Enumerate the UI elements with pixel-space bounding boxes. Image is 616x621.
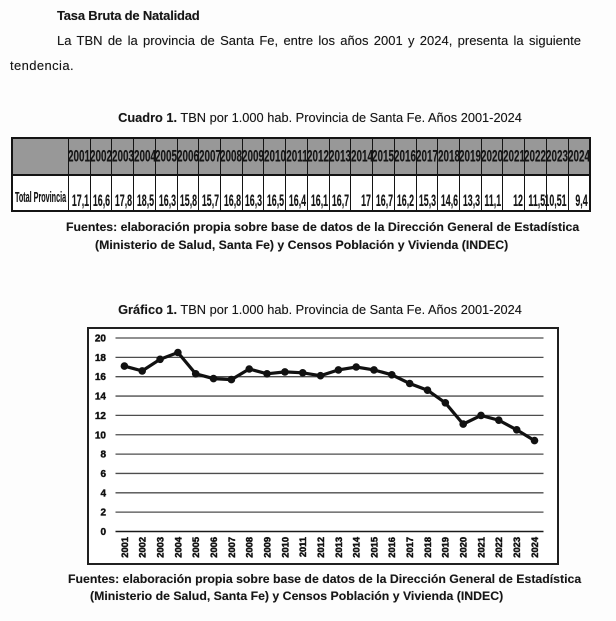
svg-text:20: 20 [95, 334, 107, 345]
svg-text:2015: 2015 [369, 537, 379, 558]
svg-text:16: 16 [95, 372, 107, 383]
svg-text:10: 10 [95, 430, 107, 441]
svg-text:2010: 2010 [280, 537, 290, 558]
svg-text:2012: 2012 [316, 537, 326, 558]
svg-text:2021: 2021 [476, 537, 486, 558]
svg-text:2002: 2002 [138, 537, 148, 558]
svg-text:2013: 2013 [334, 537, 344, 558]
svg-text:2004: 2004 [173, 536, 183, 558]
svg-text:2005: 2005 [191, 537, 201, 558]
svg-text:12: 12 [95, 411, 107, 422]
svg-text:2016: 2016 [387, 537, 397, 558]
svg-text:2020: 2020 [459, 537, 469, 558]
svg-text:4: 4 [100, 488, 106, 499]
svg-text:14: 14 [95, 392, 107, 403]
svg-text:8: 8 [100, 450, 106, 461]
svg-text:2007: 2007 [227, 537, 237, 558]
svg-text:2009: 2009 [262, 537, 272, 558]
svg-text:2008: 2008 [245, 537, 255, 558]
svg-text:2: 2 [100, 508, 106, 519]
svg-text:2024: 2024 [530, 536, 540, 558]
svg-text:2023: 2023 [512, 537, 522, 558]
svg-text:2003: 2003 [156, 537, 166, 558]
svg-text:2001: 2001 [120, 537, 130, 558]
svg-text:2019: 2019 [441, 537, 451, 558]
svg-text:18: 18 [95, 353, 107, 364]
svg-text:2006: 2006 [209, 537, 219, 558]
svg-text:2017: 2017 [405, 537, 415, 558]
svg-text:2014: 2014 [352, 536, 362, 558]
svg-text:2011: 2011 [298, 537, 308, 557]
svg-text:0: 0 [100, 527, 106, 538]
svg-text:2018: 2018 [423, 537, 433, 558]
svg-text:2022: 2022 [494, 537, 504, 558]
svg-text:6: 6 [100, 469, 106, 480]
